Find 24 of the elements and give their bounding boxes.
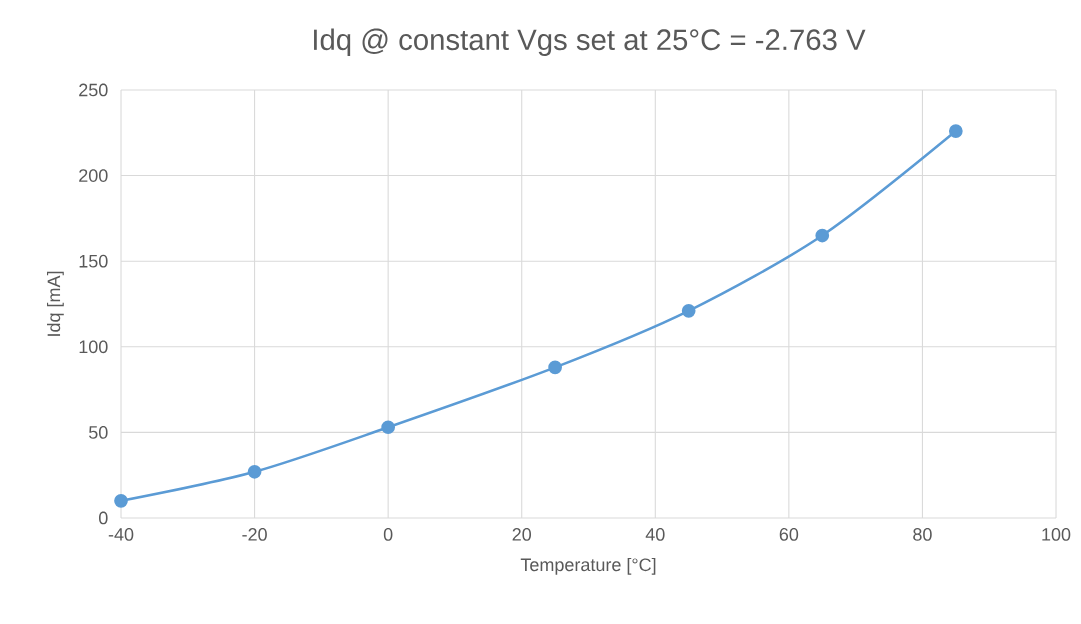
y-axis-title: Idq [mA] bbox=[46, 271, 64, 336]
x-tick-label: 100 bbox=[1042, 528, 1071, 541]
x-tick-label: -40 bbox=[108, 528, 134, 541]
point bbox=[247, 464, 262, 479]
y-tick-label: 250 bbox=[79, 83, 108, 97]
chart-title: Idq @ constant Vgs set at 25°C = -2.763 V bbox=[314, 28, 866, 56]
point bbox=[948, 124, 963, 138]
x-tick-label: 20 bbox=[512, 528, 532, 541]
point bbox=[381, 420, 396, 435]
point bbox=[548, 360, 562, 375]
y-tick-label: 200 bbox=[79, 169, 108, 182]
x-tick-label: 60 bbox=[779, 528, 799, 541]
x-axis-title: Temperature [°C] bbox=[520, 557, 656, 575]
point bbox=[681, 303, 696, 318]
y-tick-label: 50 bbox=[88, 426, 108, 439]
x-tick-label: 0 bbox=[383, 528, 393, 541]
y-tick-label: 0 bbox=[99, 511, 108, 525]
y-tick-label: 100 bbox=[79, 340, 108, 354]
y-tick-label: 150 bbox=[79, 254, 108, 268]
x-tick-label: 40 bbox=[645, 528, 665, 541]
x-tick-label: 80 bbox=[913, 528, 932, 541]
point bbox=[815, 228, 830, 243]
x-tick-label: -20 bbox=[242, 528, 267, 541]
point bbox=[114, 494, 128, 508]
